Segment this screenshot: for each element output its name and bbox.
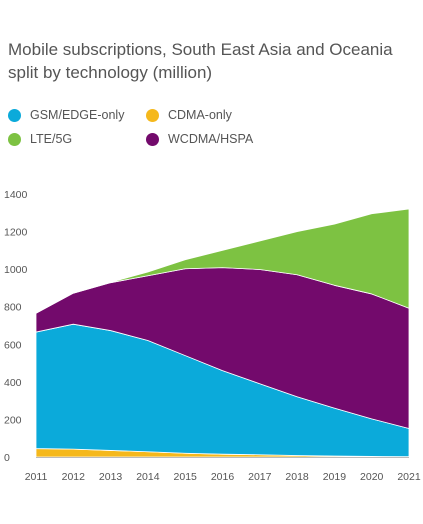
x-tick-label: 2013	[99, 471, 123, 483]
area-lte-5g	[35, 208, 410, 314]
y-tick-label: 0	[4, 452, 10, 464]
x-tick-label: 2020	[360, 471, 384, 483]
y-tick-label: 400	[4, 377, 22, 389]
x-tick-label: 2018	[285, 471, 309, 483]
x-tick-label: 2014	[136, 471, 160, 483]
y-tick-label: 600	[4, 339, 22, 351]
y-tick-label: 200	[4, 414, 22, 426]
legend-swatch-wcdma-hspa	[146, 132, 159, 146]
x-tick-label: 2015	[174, 471, 198, 483]
x-tick-label: 2016	[211, 471, 235, 483]
legend-swatch-cdma	[146, 108, 159, 122]
legend-label-wcdma-hspa: WCDMA/HSPA	[168, 132, 254, 146]
chart-title-line-2: split by technology (million)	[8, 63, 213, 82]
chart-title-line-1: Mobile subscriptions, South East Asia an…	[8, 40, 393, 59]
x-tick-label: 2019	[323, 471, 347, 483]
y-tick-label: 1200	[4, 227, 28, 239]
x-tick-label: 2021	[397, 471, 421, 483]
legend-item-lte-5g: LTE/5G	[8, 132, 72, 146]
legend-swatch-lte-5g	[8, 132, 21, 146]
y-tick-label: 1000	[4, 264, 28, 276]
legend-label-cdma: CDMA-only	[168, 108, 232, 122]
x-tick-label: 2011	[25, 471, 48, 483]
y-tick-label: 1400	[4, 189, 28, 201]
legend-swatch-gsm-edge	[8, 108, 21, 122]
x-tick-label: 2017	[248, 471, 272, 483]
y-tick-label: 800	[4, 302, 22, 314]
legend-item-gsm-edge: GSM/EDGE-only	[8, 108, 124, 122]
legend-label-lte-5g: LTE/5G	[30, 132, 73, 146]
legend-item-wcdma-hspa: WCDMA/HSPA	[146, 132, 253, 146]
legend-label-gsm-edge: GSM/EDGE-only	[30, 108, 125, 122]
chart-legend: GSM/EDGE-only CDMA-only LTE/5G WCDMA/HSP…	[8, 108, 408, 152]
x-tick-label: 2012	[62, 471, 86, 483]
legend-item-cdma: CDMA-only	[146, 108, 232, 122]
chart-title: Mobile subscriptions, South East Asia an…	[8, 38, 408, 84]
